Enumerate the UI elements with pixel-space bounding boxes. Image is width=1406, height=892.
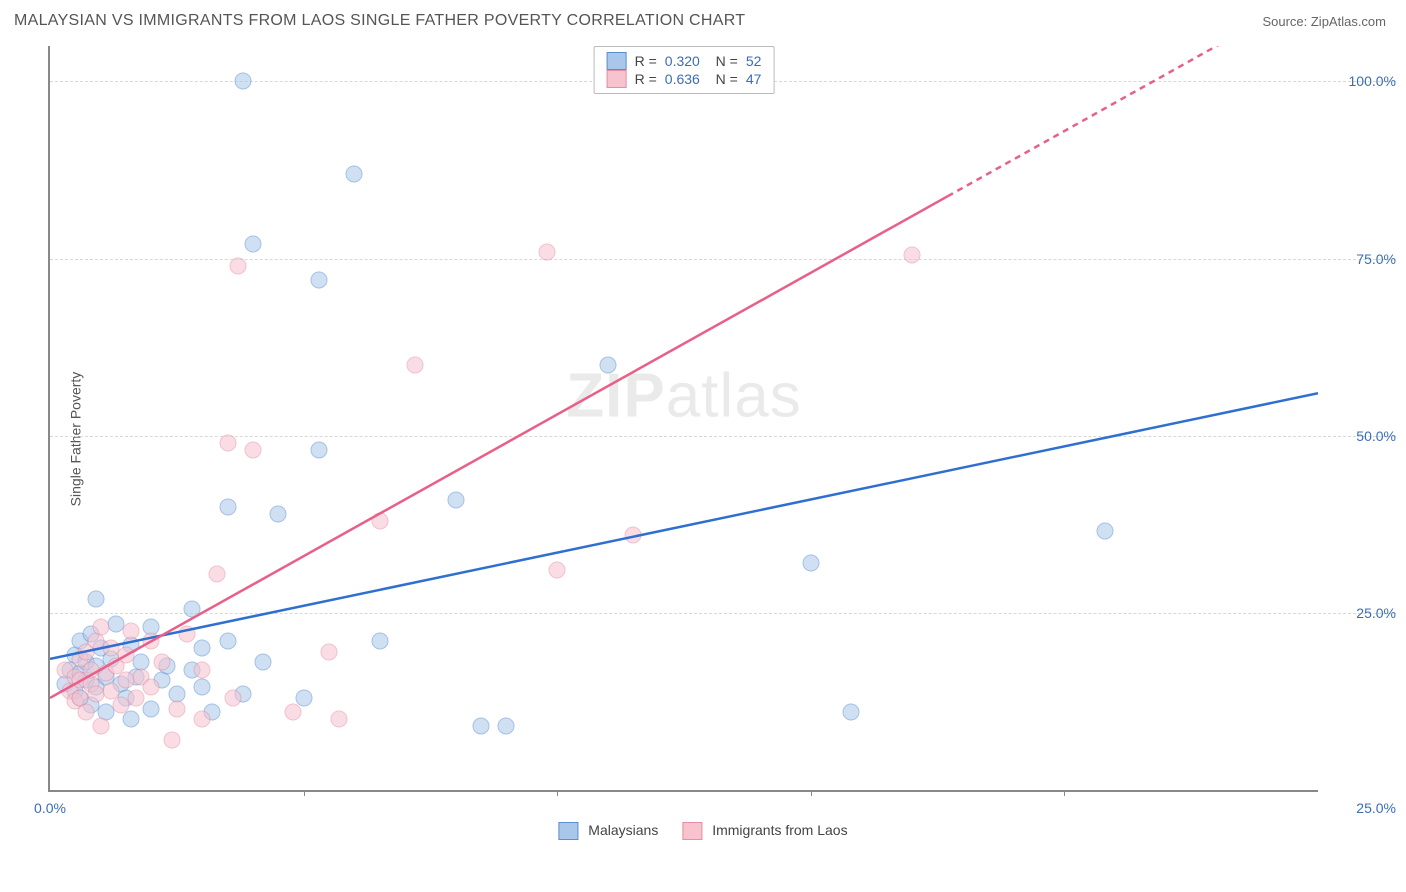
x-tick-mark bbox=[304, 790, 305, 796]
data-point bbox=[539, 243, 556, 260]
plot-area: R = 0.320 N = 52 R = 0.636 N = 47 ZIPatl… bbox=[48, 46, 1318, 792]
series-legend: Malaysians Immigrants from Laos bbox=[558, 822, 847, 840]
data-point bbox=[178, 626, 195, 643]
data-point bbox=[194, 711, 211, 728]
data-point bbox=[625, 526, 642, 543]
data-point bbox=[194, 640, 211, 657]
data-point bbox=[285, 704, 302, 721]
grid-line bbox=[50, 436, 1396, 437]
legend-swatch bbox=[682, 822, 702, 840]
data-point bbox=[599, 356, 616, 373]
data-point bbox=[371, 512, 388, 529]
grid-line bbox=[50, 259, 1396, 260]
data-point bbox=[153, 654, 170, 671]
data-point bbox=[143, 633, 160, 650]
legend-swatch bbox=[558, 822, 578, 840]
data-point bbox=[219, 498, 236, 515]
legend-item: Immigrants from Laos bbox=[682, 822, 847, 840]
data-point bbox=[310, 271, 327, 288]
chart-title: MALAYSIAN VS IMMIGRANTS FROM LAOS SINGLE… bbox=[14, 12, 745, 30]
data-point bbox=[549, 562, 566, 579]
data-point bbox=[904, 247, 921, 264]
data-point bbox=[92, 718, 109, 735]
data-point bbox=[82, 661, 99, 678]
chart-container: Single Father Poverty R = 0.320 N = 52 R… bbox=[0, 34, 1406, 844]
x-tick-mark bbox=[811, 790, 812, 796]
data-point bbox=[447, 491, 464, 508]
data-point bbox=[118, 647, 135, 664]
legend-swatch bbox=[607, 70, 627, 88]
data-point bbox=[244, 236, 261, 253]
data-point bbox=[1096, 523, 1113, 540]
y-tick-label: 100.0% bbox=[1326, 73, 1396, 89]
data-point bbox=[371, 633, 388, 650]
data-point bbox=[331, 711, 348, 728]
data-point bbox=[184, 601, 201, 618]
data-point bbox=[219, 633, 236, 650]
data-point bbox=[123, 711, 140, 728]
data-point bbox=[194, 679, 211, 696]
trend-lines bbox=[50, 46, 1318, 790]
data-point bbox=[92, 619, 109, 636]
data-point bbox=[270, 505, 287, 522]
data-point bbox=[87, 590, 104, 607]
data-point bbox=[320, 643, 337, 660]
data-point bbox=[843, 704, 860, 721]
x-tick-mark bbox=[557, 790, 558, 796]
data-point bbox=[310, 441, 327, 458]
y-tick-label: 75.0% bbox=[1326, 251, 1396, 267]
data-point bbox=[77, 704, 94, 721]
x-tick-label: 25.0% bbox=[1326, 800, 1396, 816]
data-point bbox=[143, 679, 160, 696]
legend-item: Malaysians bbox=[558, 822, 658, 840]
data-point bbox=[209, 565, 226, 582]
x-tick-label: 0.0% bbox=[34, 800, 66, 816]
data-point bbox=[346, 165, 363, 182]
data-point bbox=[229, 257, 246, 274]
data-point bbox=[128, 689, 145, 706]
legend-swatch bbox=[607, 52, 627, 70]
data-point bbox=[194, 661, 211, 678]
correlation-legend: R = 0.320 N = 52 R = 0.636 N = 47 bbox=[594, 46, 775, 94]
grid-line bbox=[50, 613, 1396, 614]
y-tick-label: 50.0% bbox=[1326, 428, 1396, 444]
data-point bbox=[143, 700, 160, 717]
data-point bbox=[498, 718, 515, 735]
data-point bbox=[244, 441, 261, 458]
data-point bbox=[802, 555, 819, 572]
data-point bbox=[255, 654, 272, 671]
y-tick-label: 25.0% bbox=[1326, 605, 1396, 621]
data-point bbox=[224, 689, 241, 706]
data-point bbox=[234, 73, 251, 90]
data-point bbox=[168, 700, 185, 717]
data-point bbox=[407, 356, 424, 373]
source-attribution: Source: ZipAtlas.com bbox=[1262, 14, 1386, 29]
data-point bbox=[473, 718, 490, 735]
data-point bbox=[123, 622, 140, 639]
data-point bbox=[219, 434, 236, 451]
data-point bbox=[163, 732, 180, 749]
x-tick-mark bbox=[1064, 790, 1065, 796]
